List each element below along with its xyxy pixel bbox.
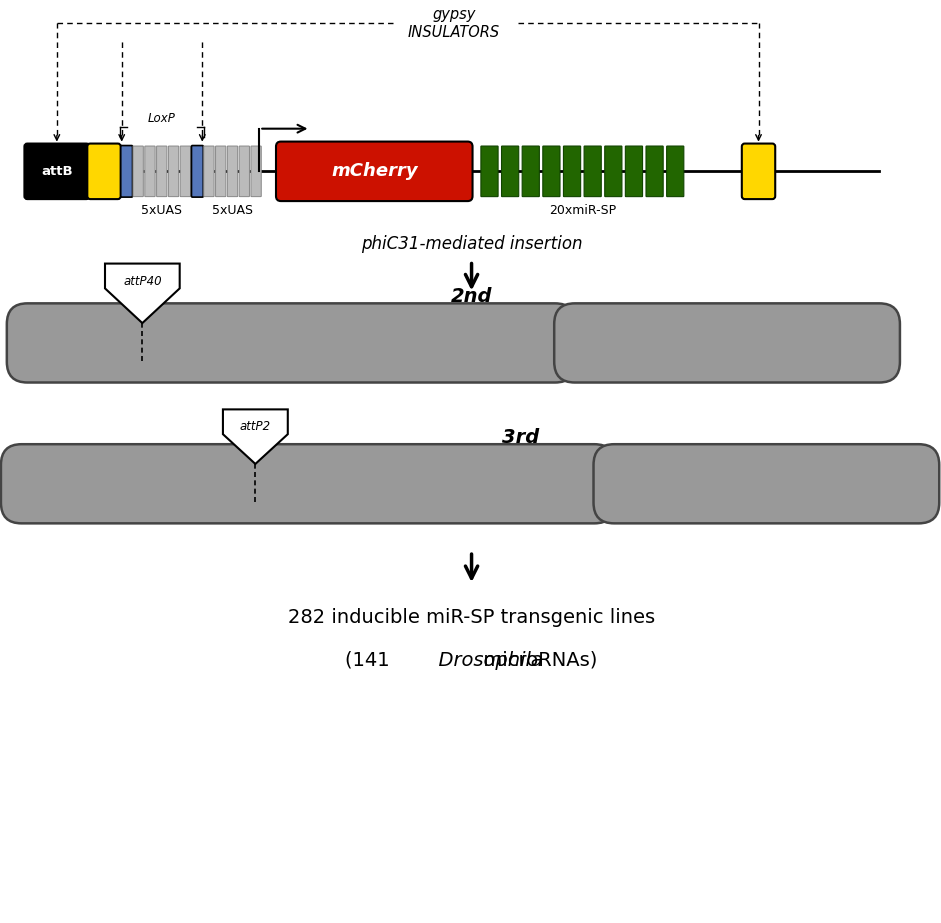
FancyBboxPatch shape (543, 146, 560, 197)
Text: attB: attB (41, 165, 72, 178)
FancyBboxPatch shape (239, 146, 249, 197)
FancyBboxPatch shape (276, 141, 472, 201)
FancyBboxPatch shape (502, 146, 518, 197)
FancyBboxPatch shape (215, 146, 226, 197)
FancyBboxPatch shape (564, 146, 581, 197)
FancyBboxPatch shape (481, 146, 498, 197)
Text: LoxP: LoxP (148, 112, 176, 125)
Text: INSULATORS: INSULATORS (407, 25, 500, 40)
FancyBboxPatch shape (133, 146, 143, 197)
Text: mCherry: mCherry (331, 162, 418, 180)
FancyBboxPatch shape (584, 146, 601, 197)
FancyBboxPatch shape (145, 146, 155, 197)
FancyBboxPatch shape (626, 146, 643, 197)
FancyBboxPatch shape (646, 146, 663, 197)
Text: 2nd: 2nd (451, 287, 492, 306)
FancyBboxPatch shape (522, 146, 539, 197)
Polygon shape (223, 410, 288, 464)
FancyBboxPatch shape (191, 146, 203, 198)
FancyBboxPatch shape (7, 304, 576, 382)
Text: phiC31-mediated insertion: phiC31-mediated insertion (360, 234, 582, 253)
FancyBboxPatch shape (88, 144, 120, 199)
FancyBboxPatch shape (156, 146, 167, 197)
FancyBboxPatch shape (666, 146, 684, 197)
FancyBboxPatch shape (24, 144, 89, 199)
FancyBboxPatch shape (120, 146, 133, 198)
FancyBboxPatch shape (180, 146, 190, 197)
Text: 20xmiR-SP: 20xmiR-SP (549, 204, 616, 217)
FancyBboxPatch shape (605, 146, 622, 197)
FancyBboxPatch shape (1, 444, 614, 523)
Text: 5xUAS: 5xUAS (141, 204, 183, 217)
FancyBboxPatch shape (204, 146, 215, 197)
FancyBboxPatch shape (594, 444, 939, 523)
Text: (141               microRNAs): (141 microRNAs) (345, 651, 598, 670)
FancyBboxPatch shape (168, 146, 179, 197)
Text: attP40: attP40 (123, 275, 162, 288)
FancyBboxPatch shape (228, 146, 238, 197)
Text: 5xUAS: 5xUAS (212, 204, 253, 217)
FancyBboxPatch shape (742, 144, 775, 199)
FancyBboxPatch shape (554, 304, 900, 382)
Text: Drosophila: Drosophila (401, 651, 543, 670)
FancyBboxPatch shape (251, 146, 262, 197)
Text: attP2: attP2 (240, 420, 271, 433)
Text: 3rd: 3rd (502, 428, 539, 447)
Polygon shape (105, 264, 180, 323)
Text: 282 inducible miR-SP transgenic lines: 282 inducible miR-SP transgenic lines (288, 608, 655, 628)
Text: gypsy: gypsy (432, 6, 475, 21)
